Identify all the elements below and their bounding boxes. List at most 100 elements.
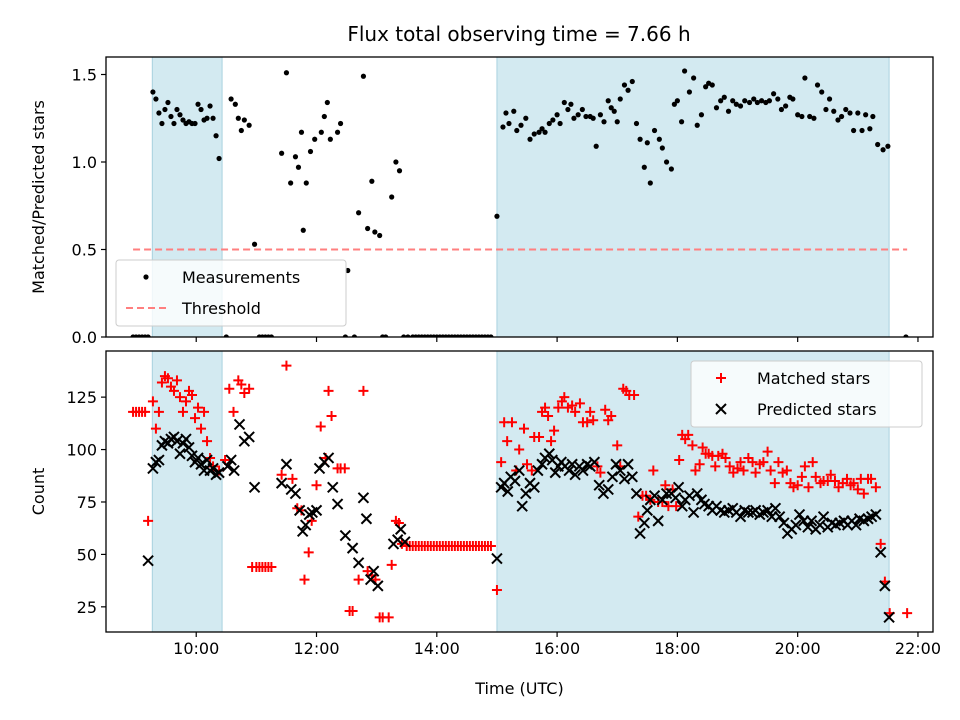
measurements-point-33: [238, 127, 244, 134]
predicted-stars-point-58: [491, 552, 503, 565]
matched-stars-point-197: [841, 473, 852, 484]
measurements-point-51: [312, 136, 318, 142]
legend-label: Threshold: [181, 299, 261, 318]
measurements-point-119: [565, 106, 571, 113]
measurements-point-101: [494, 213, 500, 219]
measurements-point-113: [542, 129, 548, 135]
matched-stars-point-50: [311, 480, 322, 491]
measurements-point-160: [718, 98, 724, 104]
measurements-point-181: [802, 75, 808, 81]
predicted-stars-point-82: [577, 464, 589, 477]
y-tick-label-2: 75: [77, 493, 97, 512]
matched-stars-point-131: [600, 404, 611, 415]
measurements-point-30: [228, 96, 234, 102]
matched-stars-point-166: [724, 461, 735, 472]
predicted-stars-point-89: [606, 471, 619, 483]
measurements-point-129: [601, 119, 607, 125]
matched-stars-point-140: [633, 511, 644, 522]
legend-item-predicted-stars: Predicted stars: [715, 400, 877, 419]
measurements-point-197: [867, 126, 873, 132]
measurements-point-107: [518, 122, 524, 128]
predicted-stars-point-57: [399, 536, 411, 548]
measurements-point-55: [327, 136, 333, 142]
matched-stars-point-44: [287, 473, 298, 484]
matched-stars-point-202: [858, 488, 869, 499]
predicted-stars-point-45: [331, 498, 344, 510]
measurements-point-150: [678, 119, 685, 125]
predicted-stars-point-1: [147, 462, 159, 475]
measurements-point-108: [523, 115, 529, 121]
x-tick-label-5: 20:00: [775, 639, 821, 658]
predicted-stars-point-90: [610, 458, 622, 470]
matched-stars-point-184: [792, 480, 803, 491]
matched-stars-point-8: [153, 406, 164, 417]
legend-box: [115, 259, 347, 327]
measurements-point-12: [168, 113, 174, 120]
measurements-point-61: [356, 210, 362, 216]
predicted-stars-point-132: [773, 510, 786, 523]
matched-stars-point-170: [738, 465, 749, 476]
measurements-point-50: [307, 148, 314, 155]
matched-stars-point-7: [150, 423, 161, 434]
predicted-stars-point-66: [520, 487, 532, 500]
measurements-point-25: [207, 103, 213, 109]
matched-stars-point-57: [339, 463, 350, 474]
matched-stars-point-178: [769, 478, 780, 489]
matched-stars-point-11: [162, 373, 173, 384]
predicted-stars-point-47: [346, 542, 359, 554]
matched-stars-point-61: [358, 385, 369, 396]
matched-stars-point-42: [276, 469, 287, 480]
measurements-point-21: [195, 101, 201, 107]
predicted-stars-point-56: [395, 523, 407, 535]
predicted-stars-point-91: [614, 464, 626, 477]
measurements-point-69: [389, 194, 395, 200]
measurements-point-36: [251, 241, 258, 247]
predicted-stars-point-46: [339, 529, 352, 542]
matched-stars-point-22: [196, 423, 207, 434]
predicted-stars-point-100: [648, 489, 661, 502]
measurements-point-104: [506, 120, 512, 127]
measurements-point-172: [766, 98, 773, 104]
y-tick-label-4: 125: [66, 388, 97, 407]
matched-stars-point-157: [694, 459, 705, 470]
measurements-point-169: [754, 99, 760, 106]
legend-marker: [143, 274, 149, 280]
matched-stars-point-48: [303, 547, 314, 558]
matched-stars-point-186: [799, 461, 810, 472]
matched-stars-point-151: [674, 455, 685, 466]
predicted-stars-point-102: [656, 494, 669, 506]
matched-stars-point-199: [848, 478, 859, 489]
predicted-stars-point-103: [660, 487, 673, 500]
observing-span-0: [151, 351, 223, 632]
matched-stars-point-15: [174, 392, 185, 403]
measurements-point-13: [171, 120, 177, 127]
predicted-stars-point-93: [622, 458, 634, 470]
measurements-point-14: [174, 106, 180, 113]
predicted-stars-point-17: [195, 458, 207, 470]
predicted-stars-point-143: [817, 510, 830, 523]
measurements-point-190: [838, 113, 845, 120]
measurements-point-146: [663, 159, 670, 165]
measurements-point-34: [241, 117, 247, 123]
matched-stars-point-109: [522, 459, 533, 470]
measurements-point-111: [536, 129, 542, 135]
measurements-point-53: [321, 113, 327, 120]
measurements-point-198: [870, 113, 876, 120]
predicted-stars-point-12: [180, 433, 192, 445]
matched-stars-point-17: [180, 396, 191, 407]
top-panel: 0.0 0.5 1.0 1.5 Matched/Predicted stars Measu…: [29, 56, 934, 347]
measurements-point-147: [668, 166, 674, 172]
measurements-point-114: [546, 120, 552, 127]
predicted-stars-point-30: [248, 481, 261, 494]
measurements-point-57: [337, 120, 344, 127]
measurements-point-136: [625, 87, 631, 93]
measurements-point-168: [751, 96, 757, 102]
predicted-stars-point-110: [687, 506, 700, 519]
legend-marker: [716, 373, 726, 383]
matched-stars-point-123: [570, 406, 581, 417]
predicted-stars-point-156: [870, 508, 882, 521]
matched-stars-point-5: [143, 515, 154, 526]
matched-stars-point-115: [543, 411, 554, 422]
measurements-point-112: [539, 126, 545, 132]
measurements-point-121: [571, 115, 577, 121]
